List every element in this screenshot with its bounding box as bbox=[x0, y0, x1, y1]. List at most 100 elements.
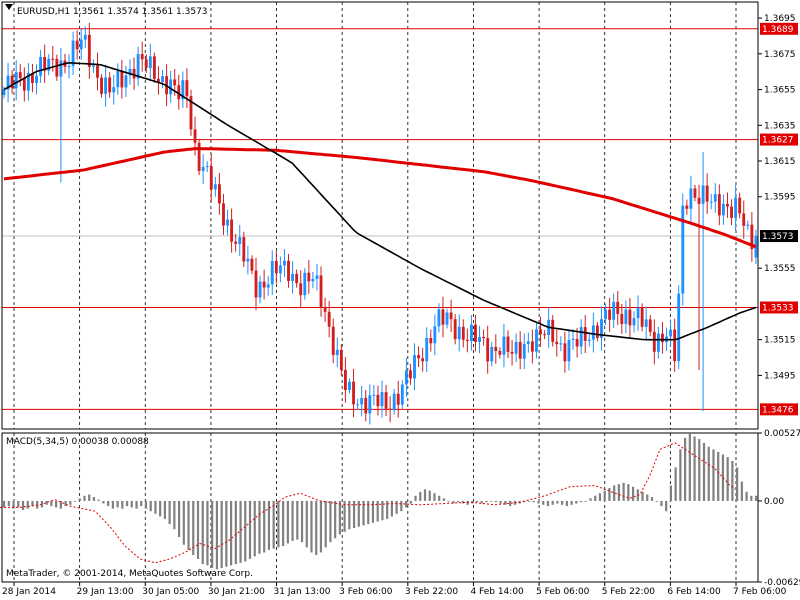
macd-histogram-bar bbox=[376, 500, 379, 522]
candle-body bbox=[754, 236, 758, 258]
x-tick-label: 31 Jan 13:00 bbox=[274, 587, 331, 597]
current-price-tag bbox=[760, 230, 798, 243]
candle-body bbox=[579, 327, 583, 347]
level-price-label: 1.3476 bbox=[762, 405, 794, 415]
macd-histogram-bar bbox=[726, 457, 729, 501]
candle-body bbox=[238, 237, 242, 244]
macd-histogram-bar bbox=[225, 500, 228, 567]
candle-body bbox=[136, 54, 140, 79]
candle-body bbox=[189, 96, 193, 130]
macd-histogram-bar bbox=[201, 500, 204, 565]
candle-body bbox=[10, 75, 14, 89]
panel-frames bbox=[1, 1, 759, 583]
macd-histogram-bar bbox=[693, 436, 696, 501]
candle-body bbox=[343, 369, 347, 391]
macd-histogram-bar bbox=[594, 495, 597, 501]
candle-body bbox=[559, 343, 563, 345]
y-tick-label: 1.3495 bbox=[764, 371, 796, 381]
candle-body bbox=[205, 166, 209, 168]
candle-body bbox=[250, 258, 254, 271]
macd-histogram-bar bbox=[149, 500, 152, 512]
candle-body bbox=[457, 326, 461, 340]
candle-body bbox=[591, 325, 595, 340]
candle-body bbox=[388, 408, 392, 410]
macd-histogram-bar bbox=[135, 500, 138, 509]
level-price-label: 1.3533 bbox=[762, 304, 794, 314]
candle-body bbox=[59, 60, 63, 77]
candle-body bbox=[595, 325, 599, 338]
macd-histogram-bar bbox=[69, 500, 72, 505]
candle-body bbox=[258, 281, 262, 298]
x-tick-label: 4 Feb 14:00 bbox=[470, 587, 524, 597]
candle-body bbox=[404, 370, 408, 385]
macd-histogram-bar bbox=[622, 482, 625, 501]
candle-body bbox=[453, 319, 457, 340]
macd-histogram-bar bbox=[324, 500, 327, 548]
macd-histogram-bar bbox=[258, 500, 261, 554]
macd-histogram-bar bbox=[78, 498, 81, 501]
macd-histogram-bar bbox=[352, 500, 356, 528]
macd-histogram-bar bbox=[182, 500, 185, 545]
candle-body bbox=[331, 326, 335, 356]
chart-menu-triangle-icon[interactable] bbox=[5, 4, 13, 10]
candle-body bbox=[701, 185, 705, 204]
time-axis: 28 Jan 2014 29 Jan 13:00 30 Jan 05:00 30 Ja… bbox=[2, 582, 787, 597]
macd-histogram-bar bbox=[480, 500, 483, 504]
macd-histogram-bar bbox=[579, 500, 583, 503]
macd-histogram-bar bbox=[26, 500, 29, 509]
candle-body bbox=[201, 167, 205, 172]
macd-histogram-bar bbox=[419, 491, 422, 501]
main-grid bbox=[13, 2, 737, 582]
candle-body bbox=[71, 40, 75, 67]
candle-body bbox=[31, 73, 34, 83]
macd-histogram-bar bbox=[561, 500, 564, 505]
candle-body bbox=[295, 273, 299, 284]
candle-body bbox=[323, 307, 327, 312]
candle-body bbox=[197, 142, 201, 172]
candle-body bbox=[128, 68, 132, 76]
macd-histogram-bar bbox=[731, 460, 734, 501]
macd-histogram-bar bbox=[367, 500, 370, 525]
candle-body bbox=[39, 57, 43, 76]
candle-body bbox=[482, 336, 486, 339]
macd-histogram-bar bbox=[319, 500, 323, 553]
x-tick-label: 3 Feb 06:00 bbox=[339, 587, 393, 597]
candle-body bbox=[583, 327, 587, 341]
candle-body bbox=[6, 75, 10, 90]
candle-body bbox=[571, 338, 575, 341]
macd-histogram-bar bbox=[504, 500, 507, 505]
candle-body bbox=[51, 58, 55, 60]
candle-body bbox=[319, 275, 323, 308]
candle-body bbox=[474, 324, 477, 342]
candle-body bbox=[587, 339, 591, 341]
candle-body bbox=[161, 76, 164, 82]
candle-body bbox=[746, 224, 750, 226]
candle-body bbox=[445, 312, 449, 325]
macd-histogram-bar bbox=[362, 500, 365, 526]
macd-histogram-bar bbox=[277, 500, 280, 548]
macd-histogram-bar bbox=[669, 485, 673, 501]
level-price-tag bbox=[760, 403, 798, 416]
macd-histogram-bar bbox=[12, 500, 15, 509]
macd-histogram-bar bbox=[45, 500, 48, 505]
macd-histogram-bar bbox=[220, 500, 223, 568]
macd-histogram-bar bbox=[627, 484, 630, 501]
y-tick-label: 1.3635 bbox=[764, 121, 796, 131]
candle-body bbox=[522, 343, 526, 359]
macd-histogram-bar bbox=[121, 500, 124, 509]
macd-histogram-bar bbox=[613, 485, 616, 501]
level-price-tag bbox=[760, 301, 798, 314]
y-tick-label: 1.3675 bbox=[764, 50, 796, 60]
slow-moving-average-line bbox=[3, 147, 757, 249]
macd-histogram-bar bbox=[196, 500, 200, 559]
candle-body bbox=[409, 370, 412, 379]
candle-body bbox=[656, 333, 660, 352]
candle-body bbox=[91, 65, 95, 67]
candle-body bbox=[685, 205, 689, 209]
candle-body bbox=[132, 68, 136, 79]
candle-body bbox=[616, 301, 620, 314]
macd-histogram-bar bbox=[452, 500, 455, 504]
candle-body bbox=[441, 309, 445, 325]
candle-body bbox=[494, 347, 498, 351]
macd-histogram-bar bbox=[272, 500, 275, 549]
